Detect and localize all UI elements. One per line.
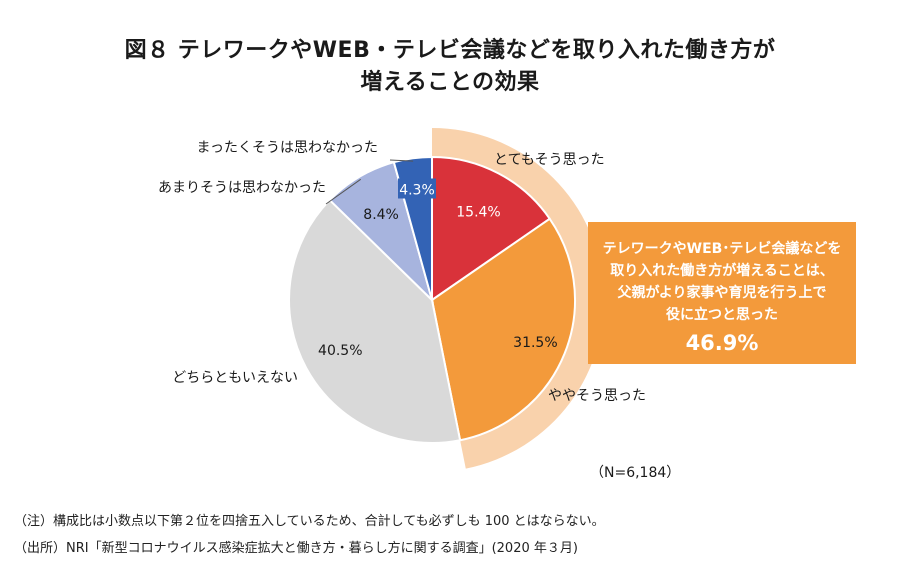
agree-total-callout: テレワークやWEB･テレビ会議などを 取り入れた働き方が増えることは、 父親がよ… <box>588 222 856 364</box>
leader-line-not-really <box>325 178 361 205</box>
callout-line-1: テレワークやWEB･テレビ会議などを <box>602 241 842 257</box>
pie-slice-neutral <box>288 198 462 444</box>
value-label-not-really: 8.4% <box>363 207 399 223</box>
category-label-neutral: どちらともいえない <box>172 370 298 386</box>
callout-line-2: 取り入れた働き方が増えることは、 <box>610 263 834 279</box>
callout-line-3: 父親がより家事や育児を行う上で <box>617 285 827 301</box>
category-label-somewhat-agree: ややそう思った <box>548 388 646 404</box>
pie-slice-somewhat-agree <box>430 217 576 442</box>
value-label-bg-not-at-all <box>398 178 436 199</box>
footnote-source: （出所）NRI「新型コロナウイルス感染症拡大と働き方・暮らし方に関する調査」(2… <box>14 541 578 556</box>
sample-size: （N=6,184） <box>590 465 681 481</box>
category-label-not-at-all: まったくそうは思わなかった <box>197 140 378 156</box>
callout-total-value: 46.9% <box>685 331 759 355</box>
category-label-very-much-agree: とてもそう思った <box>494 152 605 168</box>
callout-line-4: 役に立つと思った <box>666 307 778 323</box>
category-label-not-really: あまりそうは思わなかった <box>158 180 326 196</box>
value-label-not-at-all: 4.3% <box>399 183 435 199</box>
value-label-very-much-agree: 15.4% <box>456 204 500 220</box>
footnote-rounding: （注）構成比は小数点以下第２位を四捨五入しているため、合計しても必ずしも 100… <box>14 514 605 529</box>
chart-title-line2: 増えることの効果 <box>360 70 540 95</box>
value-label-somewhat-agree: 31.5% <box>513 335 557 351</box>
leader-line-not-at-all <box>389 159 414 162</box>
value-label-neutral: 40.5% <box>318 343 362 359</box>
pie-slice-very-much-agree <box>431 155 552 302</box>
chart-title-line1: 図８ テレワークやWEB・テレビ会議などを取り入れた働き方が <box>124 38 776 63</box>
